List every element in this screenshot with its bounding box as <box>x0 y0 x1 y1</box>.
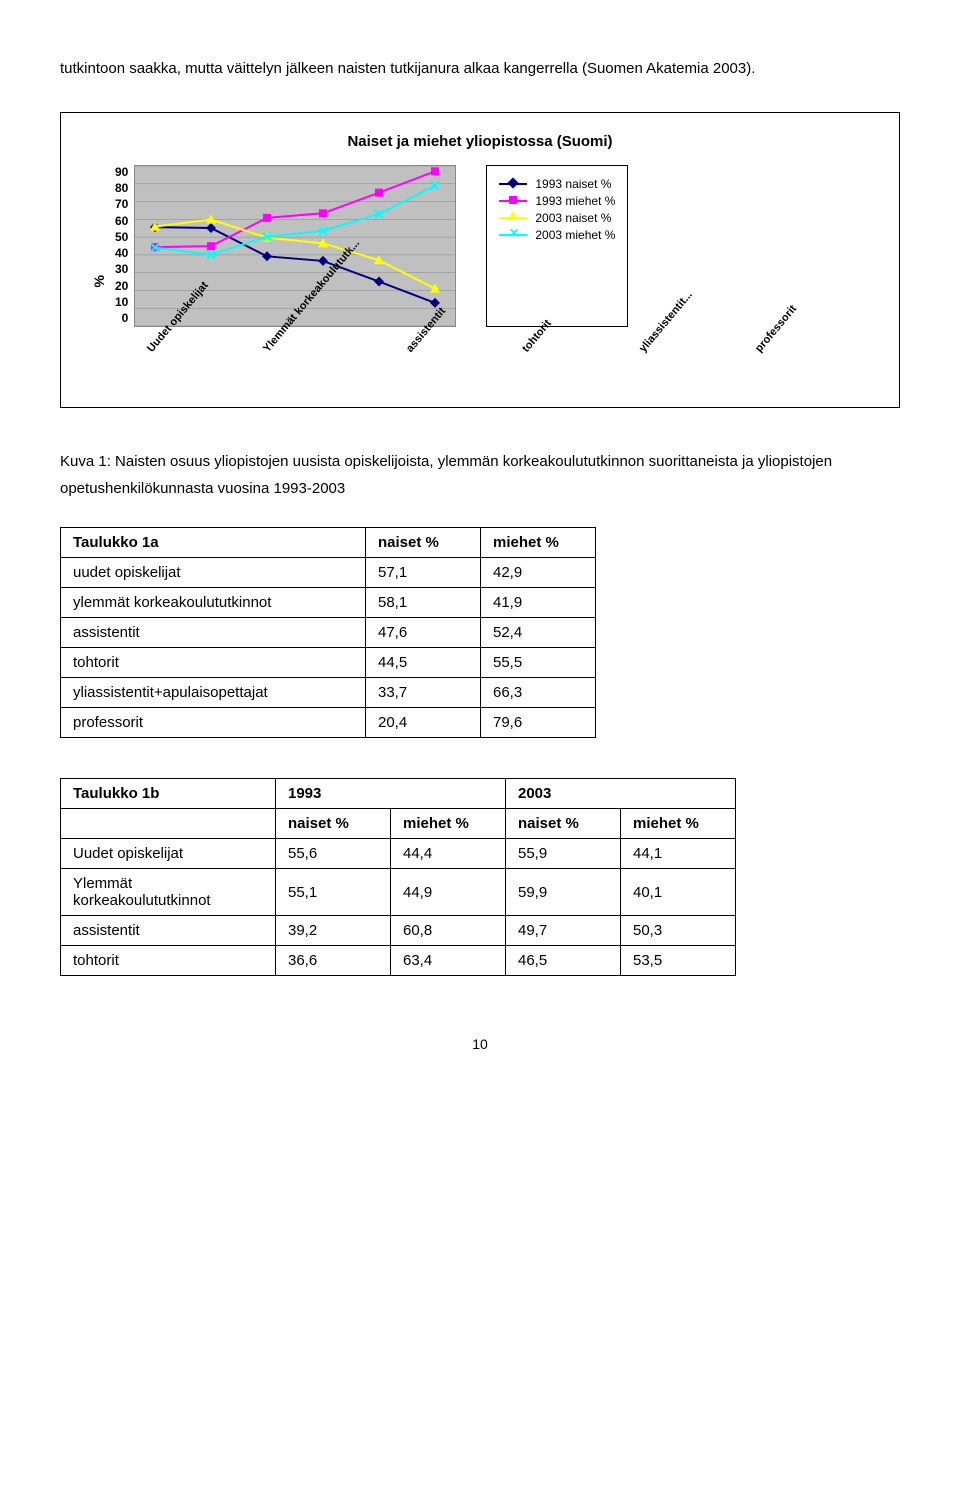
table-1a-header: naiset % <box>366 528 481 558</box>
chart-title: Naiset ja miehet yliopistossa (Suomi) <box>91 133 869 150</box>
table-1b-subheader: miehet % <box>391 809 506 839</box>
chart-container: Naiset ja miehet yliopistossa (Suomi) % … <box>60 112 900 408</box>
table-1b-title: Taulukko 1b <box>61 779 276 809</box>
table-row: tohtorit44,555,5 <box>61 648 596 678</box>
table-row: yliassistentit+apulaisopettajat33,766,3 <box>61 678 596 708</box>
table-row: assistentit47,652,4 <box>61 618 596 648</box>
table-1b-subheader: miehet % <box>621 809 736 839</box>
intro-text: tutkintoon saakka, mutta väittelyn jälke… <box>60 55 900 82</box>
table-1a-title: Taulukko 1a <box>61 528 366 558</box>
chart-caption: Kuva 1: Naisten osuus yliopistojen uusis… <box>60 448 900 502</box>
chart-ylabel: % <box>91 275 107 287</box>
table-1b-subheader: naiset % <box>276 809 391 839</box>
table-1a: Taulukko 1a naiset % miehet % uudet opis… <box>60 527 596 738</box>
table-row: professorit20,479,6 <box>61 708 596 738</box>
table-1b-subheader: naiset % <box>506 809 621 839</box>
chart-yticks: 9080706050403020100 <box>115 165 134 325</box>
chart-xlabels: Uudet opiskelijatYlemmät korkeakoulututk… <box>145 327 869 397</box>
table-row: assistentit39,260,849,750,3 <box>61 916 736 946</box>
page-number: 10 <box>60 1036 900 1052</box>
table-1a-header: miehet % <box>481 528 596 558</box>
table-row: uudet opiskelijat57,142,9 <box>61 558 596 588</box>
table-row: Uudet opiskelijat55,644,455,944,1 <box>61 839 736 869</box>
table-row: ylemmät korkeakoulututkinnot58,141,9 <box>61 588 596 618</box>
table-1b-year: 1993 <box>276 779 506 809</box>
table-row: Ylemmät korkeakoulututkinnot55,144,959,9… <box>61 869 736 916</box>
table-1b: Taulukko 1b 1993 2003 naiset % miehet % … <box>60 778 736 976</box>
table-1b-year: 2003 <box>506 779 736 809</box>
table-row: tohtorit36,663,446,553,5 <box>61 946 736 976</box>
